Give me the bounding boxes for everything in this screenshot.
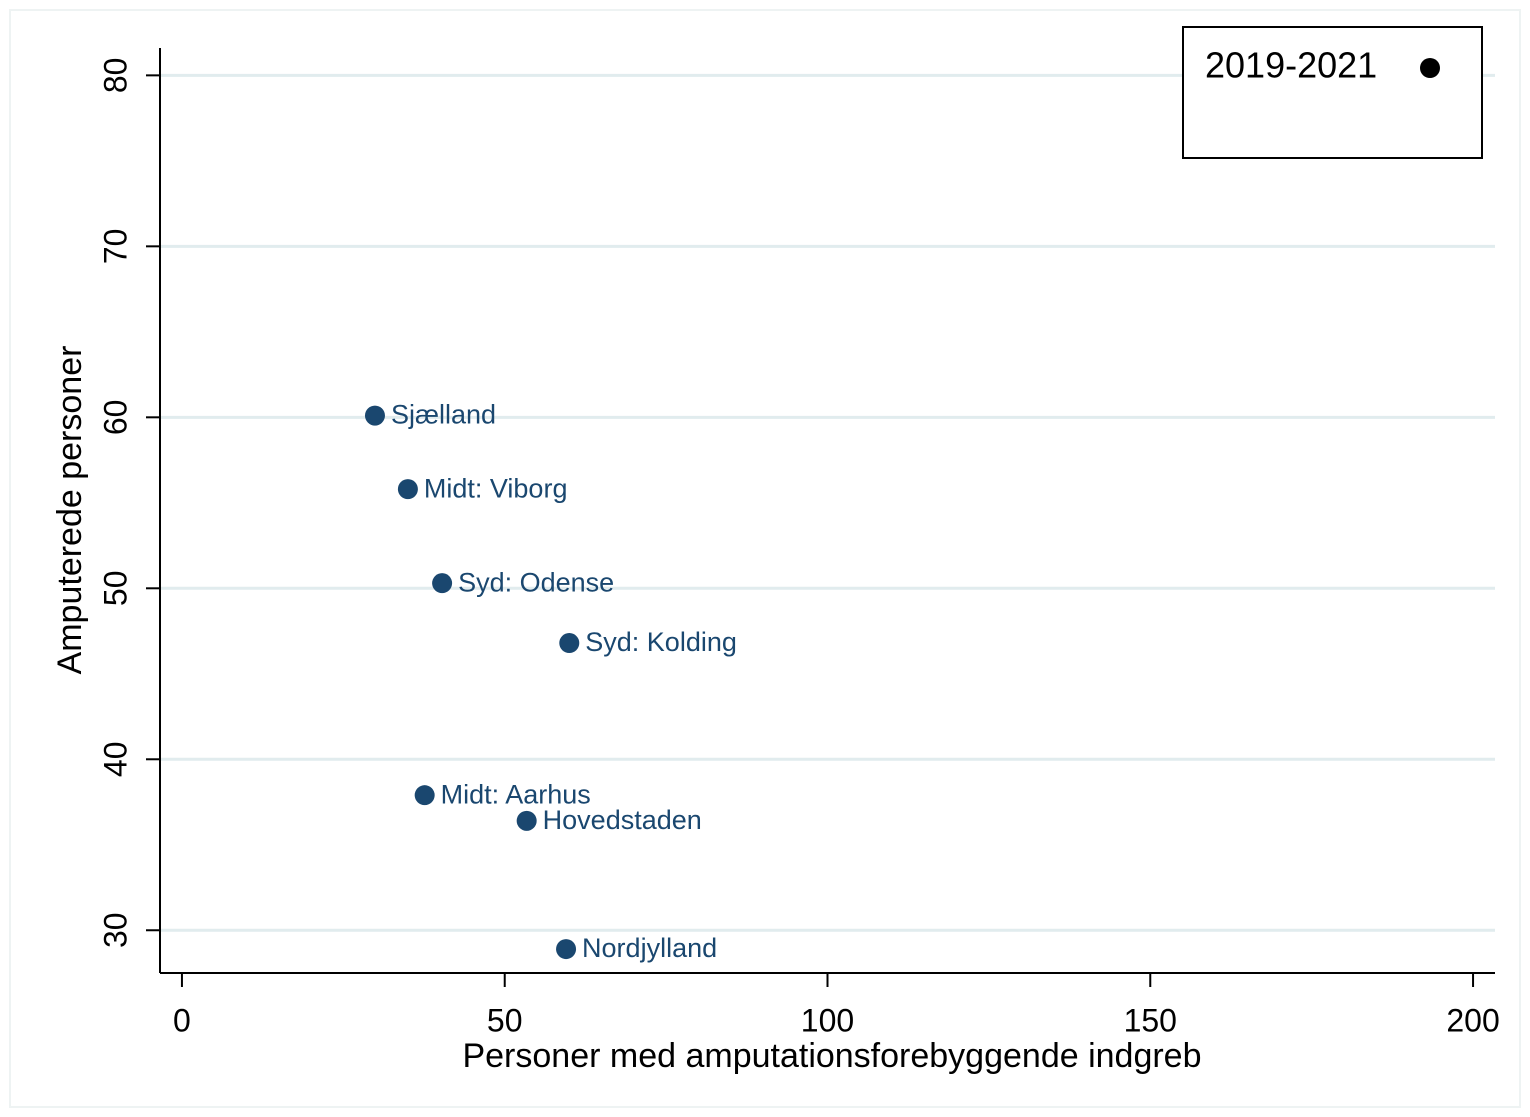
y-tick-label: 50	[97, 570, 133, 606]
y-tick-label: 70	[97, 229, 133, 265]
x-tick-label: 0	[173, 1002, 191, 1038]
legend-box	[1182, 26, 1483, 159]
x-tick-label: 200	[1446, 1002, 1499, 1038]
point	[397, 479, 418, 500]
y-axis-title: Amputerede personer	[51, 346, 89, 675]
point	[559, 633, 580, 654]
point-label: Nordjylland	[582, 933, 717, 963]
y-tick-label: 40	[97, 741, 133, 777]
point-label: Sjælland	[391, 400, 496, 430]
y-tick-label: 30	[97, 912, 133, 948]
y-tick-label: 60	[97, 400, 133, 436]
point-label: Hovedstaden	[543, 805, 702, 835]
y-tick-label: 80	[97, 58, 133, 94]
point	[364, 405, 385, 426]
frame	[9, 9, 1521, 1108]
point-label: Syd: Odense	[458, 567, 614, 597]
x-tick-label: 150	[1124, 1002, 1177, 1038]
point-label: Midt: Aarhus	[441, 779, 591, 809]
legend-marker	[1420, 58, 1440, 78]
x-axis-title: Personer med amputationsforebyggende ind…	[462, 1037, 1201, 1075]
x-tick-label: 100	[801, 1002, 854, 1038]
point	[516, 810, 537, 831]
x-tick-label: 50	[487, 1002, 523, 1038]
point-label: Midt: Viborg	[424, 473, 568, 503]
legend-label: 2019-2021	[1205, 45, 1377, 86]
point	[432, 573, 453, 594]
point-label: Syd: Kolding	[585, 627, 737, 657]
point	[556, 939, 577, 960]
point	[414, 785, 435, 806]
